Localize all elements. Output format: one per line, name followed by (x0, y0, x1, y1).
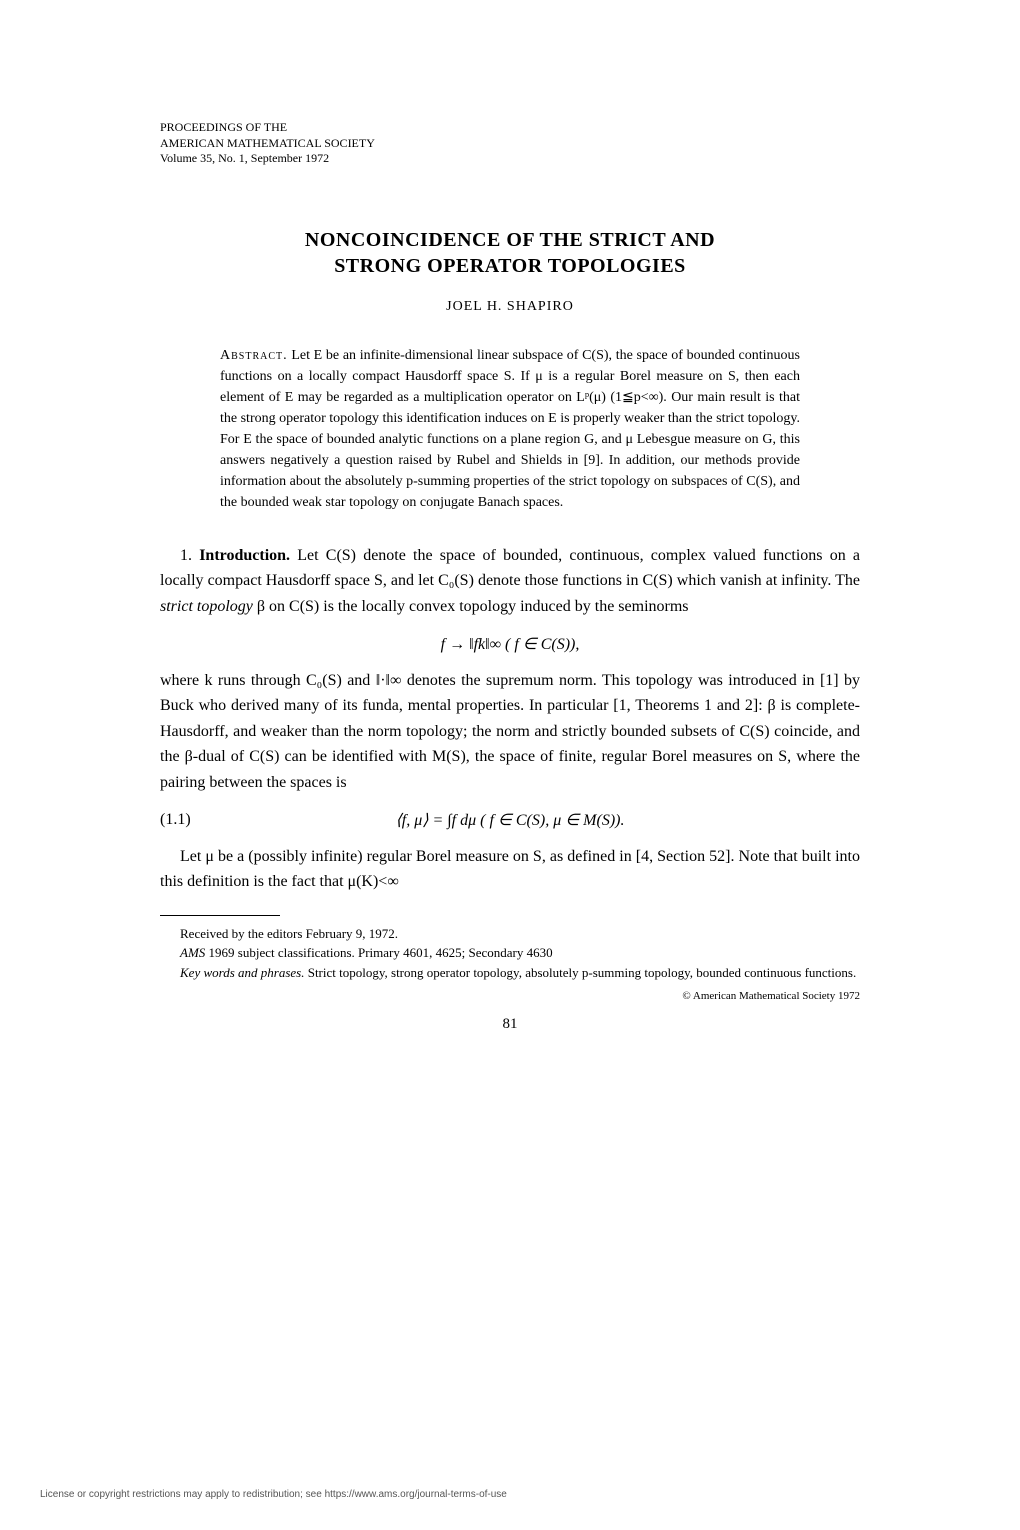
section-heading: Introduction. (199, 547, 290, 564)
ams-label: AMS (180, 945, 205, 960)
footnote-ams: AMS 1969 subject classifications. Primar… (160, 943, 860, 963)
journal-line2: AMERICAN MATHEMATICAL SOCIETY (160, 136, 860, 152)
equation-1-1: (1.1) ⟨f, μ⟩ = ∫f dμ ( f ∈ C(S), μ ∈ M(S… (160, 810, 860, 830)
intro-para3: Let μ be a (possibly infinite) regular B… (160, 844, 860, 895)
title-line2: STRONG OPERATOR TOPOLOGIES (160, 253, 860, 279)
keywords-label: Key words and phrases. (180, 965, 304, 980)
section-number: 1. (180, 547, 192, 564)
abstract-label: Abstract. (220, 348, 288, 363)
strict-topology-term: strict topology (160, 598, 253, 615)
footnote-keywords: Key words and phrases. Strict topology, … (160, 963, 860, 983)
footnotes-block: Received by the editors February 9, 1972… (160, 924, 860, 983)
formula-pairing: ⟨f, μ⟩ = ∫f dμ ( f ∈ C(S), μ ∈ M(S)). (160, 810, 860, 830)
license-notice: License or copyright restrictions may ap… (40, 1489, 507, 1500)
journal-header: PROCEEDINGS OF THE AMERICAN MATHEMATICAL… (160, 120, 860, 167)
copyright-notice: © American Mathematical Society 1972 (160, 990, 860, 1002)
journal-line1: PROCEEDINGS OF THE (160, 120, 860, 136)
keywords-text: Strict topology, strong operator topolog… (304, 965, 856, 980)
author-name: JOEL H. SHAPIRO (160, 299, 860, 315)
paper-title: NONCOINCIDENCE OF THE STRICT AND STRONG … (160, 227, 860, 279)
intro-para2: where k runs through C₀(S) and ‖·‖∞ deno… (160, 668, 860, 796)
ams-text: 1969 subject classifications. Primary 46… (205, 945, 552, 960)
intro-text-1b: β on C(S) is the locally convex topology… (253, 598, 689, 615)
journal-line3: Volume 35, No. 1, September 1972 (160, 151, 860, 167)
abstract-block: Abstract. Let E be an infinite-dimension… (220, 345, 800, 513)
title-line1: NONCOINCIDENCE OF THE STRICT AND (160, 227, 860, 253)
footnote-received: Received by the editors February 9, 1972… (160, 924, 860, 944)
abstract-text: Let E be an infinite-dimensional linear … (220, 348, 800, 510)
footnote-divider (160, 915, 280, 916)
equation-number: (1.1) (160, 811, 191, 829)
intro-para1: 1. Introduction. Let C(S) denote the spa… (160, 543, 860, 620)
formula-seminorm: f → ‖fk‖∞ ( f ∈ C(S)), (160, 634, 860, 654)
page-number: 81 (160, 1016, 860, 1033)
